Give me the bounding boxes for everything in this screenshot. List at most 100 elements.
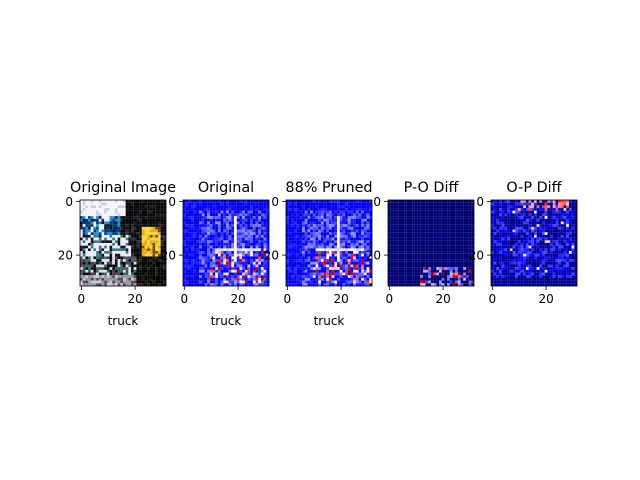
heatmap-cell: [212, 277, 216, 281]
heatmap-cell: [141, 221, 145, 225]
heatmap-cell: [366, 253, 370, 257]
heatmap-cell: [199, 218, 202, 222]
heatmap-cell: [460, 200, 464, 203]
heatmap-cell: [98, 251, 102, 254]
heatmap-cell: [310, 283, 313, 287]
heatmap-cell: [339, 256, 343, 260]
heatmap-cell: [468, 229, 472, 233]
heatmap-cell: [160, 240, 164, 244]
heatmap-cell: [323, 229, 327, 233]
heatmap-cell: [226, 221, 229, 225]
heatmap-cell: [226, 224, 229, 227]
heatmap-cell: [117, 269, 121, 273]
heatmap-cell: [447, 229, 450, 233]
heatmap-cell: [471, 267, 475, 270]
heatmap-cell: [425, 229, 429, 233]
heatmap-cell: [299, 229, 303, 233]
heatmap-cell: [188, 280, 192, 284]
heatmap-cell: [463, 261, 466, 265]
heatmap-cell: [431, 208, 434, 211]
heatmap-cell: [465, 269, 469, 273]
heatmap-cell: [457, 264, 461, 268]
heatmap-cell: [234, 269, 237, 273]
heatmap-cell: [296, 224, 300, 227]
heatmap-cell: [568, 216, 572, 219]
heatmap-cell: [93, 256, 97, 260]
heatmap-cell: [417, 267, 421, 270]
heatmap-cell: [141, 234, 145, 238]
heatmap-cell: [191, 210, 194, 214]
heatmap-cell: [131, 237, 134, 241]
heatmap-cell: [231, 234, 235, 238]
heatmap-cell: [501, 267, 505, 270]
heatmap-cell: [112, 210, 115, 214]
heatmap-cell: [457, 272, 461, 276]
heatmap-cell: [425, 213, 429, 217]
heatmap-cell: [133, 256, 137, 260]
heatmap-cell: [363, 256, 367, 260]
heatmap-cell: [266, 267, 270, 270]
heatmap-cell: [455, 283, 458, 287]
heatmap-cell: [425, 205, 429, 209]
heatmap-cell: [471, 208, 475, 211]
heatmap-cell: [523, 261, 526, 265]
heatmap-cell: [460, 277, 464, 281]
heatmap-cell: [236, 275, 240, 278]
heatmap-cell: [334, 280, 338, 284]
heatmap-cell: [528, 245, 532, 249]
heatmap-cell: [217, 272, 221, 276]
heatmap-cell: [302, 221, 305, 225]
heatmap-cell: [123, 269, 126, 273]
heatmap-cell: [152, 200, 156, 203]
heatmap-cell: [517, 226, 521, 230]
heatmap-cell: [141, 283, 145, 287]
heatmap-cell: [331, 248, 335, 252]
heatmap-cell: [255, 248, 259, 252]
heatmap-cell: [207, 234, 210, 238]
heatmap-cell: [547, 261, 551, 265]
heatmap-cell: [331, 232, 335, 235]
heatmap-cell: [231, 264, 235, 268]
heatmap-cell: [312, 283, 316, 287]
heatmap-cell: [239, 200, 243, 203]
heatmap-cell: [460, 280, 464, 284]
heatmap-cell: [552, 226, 556, 230]
heatmap-cell: [296, 248, 300, 252]
heatmap-cell: [422, 208, 426, 211]
heatmap-cell: [393, 237, 397, 241]
heatmap-cell: [547, 259, 551, 262]
heatmap-cell: [493, 253, 497, 257]
heatmap-cell: [307, 256, 311, 260]
heatmap-cell: [552, 202, 556, 206]
heatmap-cell: [207, 264, 210, 268]
heatmap-cell: [163, 221, 167, 225]
heatmap-cell: [85, 221, 89, 225]
heatmap-cell: [463, 234, 466, 238]
heatmap-cell: [520, 213, 524, 217]
heatmap-cell: [401, 234, 405, 238]
heatmap-cell: [326, 226, 330, 230]
heatmap-cell: [234, 232, 237, 235]
heatmap-cell: [266, 210, 270, 214]
heatmap-cell: [117, 275, 121, 278]
heatmap-cell: [534, 216, 537, 219]
heatmap-cell: [361, 216, 364, 219]
heatmap-cell: [88, 280, 91, 284]
heatmap-cell: [406, 218, 410, 222]
heatmap-cell: [201, 248, 205, 252]
heatmap-cell: [361, 224, 364, 227]
heatmap-cell: [286, 240, 289, 244]
heatmap-cell: [504, 232, 508, 235]
heatmap-cell: [471, 221, 475, 225]
heatmap-cell: [201, 221, 205, 225]
heatmap-cell: [315, 240, 319, 244]
heatmap-cell: [339, 269, 343, 273]
heatmap-cell: [204, 267, 208, 270]
heatmap-cell: [457, 205, 461, 209]
heatmap-cell: [163, 248, 167, 252]
heatmap-cell: [457, 248, 461, 252]
heatmap-cell: [220, 240, 224, 244]
heatmap-cell: [412, 253, 415, 257]
heatmap-cell: [90, 202, 94, 206]
heatmap-cell: [106, 210, 110, 214]
